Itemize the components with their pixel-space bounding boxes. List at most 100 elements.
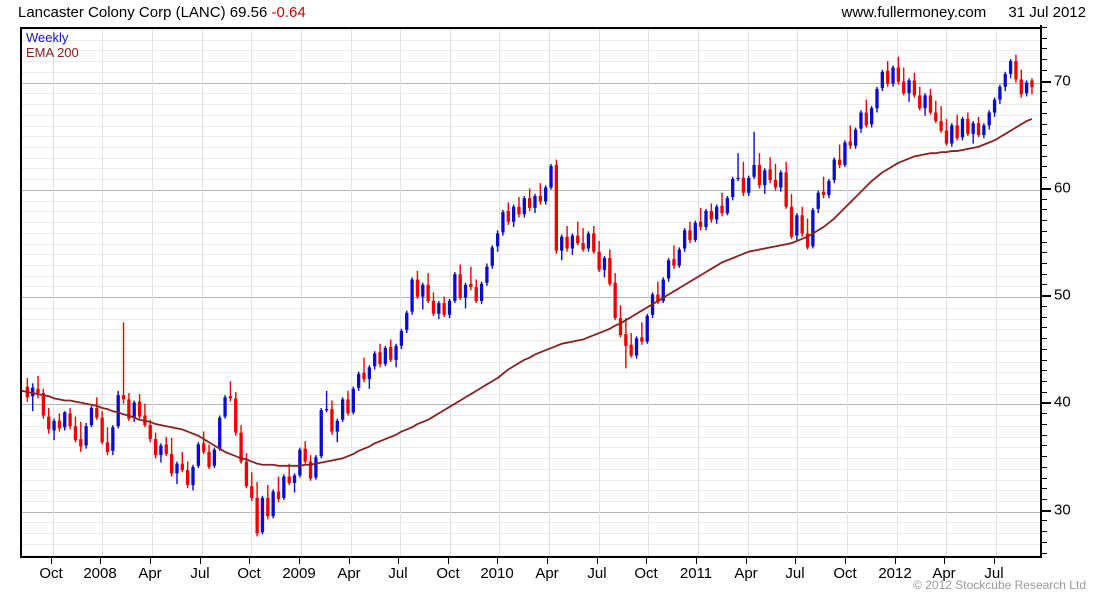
candle-body — [864, 112, 868, 126]
gridline-minor-h — [22, 522, 1040, 523]
candle-body — [517, 206, 521, 215]
gridline-minor-h — [22, 222, 1040, 223]
x-axis: Oct 2008 Apr Jul Oct 2009 Apr Jul Oct 2010 Apr Jul O… — [20, 556, 1042, 600]
candle-body — [752, 164, 756, 177]
candle-body — [560, 236, 564, 251]
gridline-vertical — [202, 29, 203, 558]
candle-body — [463, 284, 468, 298]
candle-body — [987, 112, 991, 126]
ema-200-line — [22, 118, 1033, 467]
gridline-minor-h — [22, 265, 1040, 266]
plot-area — [20, 27, 1040, 558]
y-axis-tick-minor — [1040, 102, 1047, 103]
gridline-minor-h — [22, 415, 1040, 416]
x-axis-tick — [150, 558, 151, 564]
x-axis-label: Jul — [388, 565, 408, 582]
candle-body — [453, 274, 457, 301]
gridline-vertical — [897, 29, 898, 558]
y-axis-tick-minor — [1040, 124, 1047, 125]
candle-body — [319, 410, 323, 457]
candle-wick — [774, 163, 777, 191]
y-axis-tick-minor — [1040, 317, 1047, 318]
candle-wick — [935, 100, 937, 124]
x-axis-label: 2011 — [679, 565, 713, 582]
candle-body — [982, 125, 986, 135]
gridline-minor-h — [22, 501, 1040, 502]
gridline-minor-h — [22, 533, 1040, 534]
x-axis-tick — [845, 558, 846, 564]
candle-body — [132, 402, 136, 418]
candle-body — [191, 466, 195, 486]
candle-body — [645, 315, 649, 342]
candle-body — [207, 451, 211, 467]
y-axis-tick-major — [1040, 188, 1051, 190]
x-axis-tick — [299, 558, 300, 564]
legend-item-ema200: EMA 200 — [26, 45, 79, 60]
gridline-minor-h — [22, 490, 1040, 491]
x-axis-tick — [746, 558, 747, 564]
candle-body — [330, 409, 334, 432]
y-axis-tick-minor — [1040, 360, 1047, 361]
y-axis-tick-major — [1040, 81, 1051, 83]
candle-body — [367, 367, 371, 380]
x-axis-tick — [398, 558, 399, 564]
x-axis-tick — [696, 558, 697, 564]
candle-body — [153, 439, 158, 456]
candle-body — [795, 215, 799, 236]
candle-body — [495, 233, 500, 247]
candle-body — [175, 463, 179, 474]
x-axis-label: Apr — [337, 565, 361, 582]
candle-wick — [122, 322, 125, 404]
gridline-minor-h — [22, 29, 1040, 30]
candle-body — [586, 233, 591, 249]
candle-body — [570, 235, 575, 249]
candle-body — [672, 259, 676, 266]
candle-body — [896, 67, 901, 82]
gridline-minor-h — [22, 147, 1040, 148]
candle-body — [608, 258, 612, 284]
gridline-vertical — [599, 29, 600, 558]
candle-body — [271, 491, 275, 517]
candle-body — [421, 284, 425, 297]
gridline-minor-h — [22, 168, 1040, 169]
y-axis-tick-minor — [1040, 499, 1047, 500]
gridline-minor-h — [22, 254, 1040, 255]
header-right: www.fullermoney.com 31 Jul 2012 — [841, 0, 1086, 26]
gridline-vertical — [847, 29, 848, 558]
legend-item-weekly: Weekly — [26, 30, 69, 45]
candle-body — [506, 211, 510, 222]
candle-body — [394, 345, 398, 360]
candle-body — [95, 408, 99, 418]
y-axis-tick-minor — [1040, 445, 1047, 446]
candle-body — [469, 283, 473, 288]
gridline-minor-h — [22, 126, 1040, 127]
candle-wick — [753, 131, 755, 179]
candle-wick — [699, 207, 702, 231]
gridline-minor-h — [22, 469, 1040, 470]
y-axis-tick-minor — [1040, 48, 1047, 49]
candle-body — [111, 427, 115, 451]
candle-body — [634, 338, 639, 356]
candle-body — [618, 318, 623, 336]
candle-body — [287, 476, 291, 483]
y-axis-label: 70 — [1054, 72, 1071, 90]
y-axis-tick-minor — [1040, 145, 1047, 146]
candle-body — [779, 172, 783, 188]
x-axis-label: Jul — [785, 565, 805, 582]
candle-body — [907, 80, 911, 94]
candle-body — [442, 303, 446, 315]
candle-body — [292, 475, 297, 483]
candle-body — [704, 211, 708, 228]
gridline-vertical — [499, 29, 500, 558]
candle-body — [36, 388, 40, 394]
y-axis-tick-minor — [1040, 134, 1047, 135]
candle-body — [747, 177, 751, 193]
candle-body — [383, 348, 388, 365]
y-axis-tick-minor — [1040, 91, 1047, 92]
y-axis-tick-minor — [1040, 156, 1047, 157]
candle-body — [602, 258, 607, 270]
candle-body — [912, 80, 917, 96]
candle-body — [934, 112, 938, 122]
candle-body — [629, 344, 633, 356]
x-axis-tick — [646, 558, 647, 564]
